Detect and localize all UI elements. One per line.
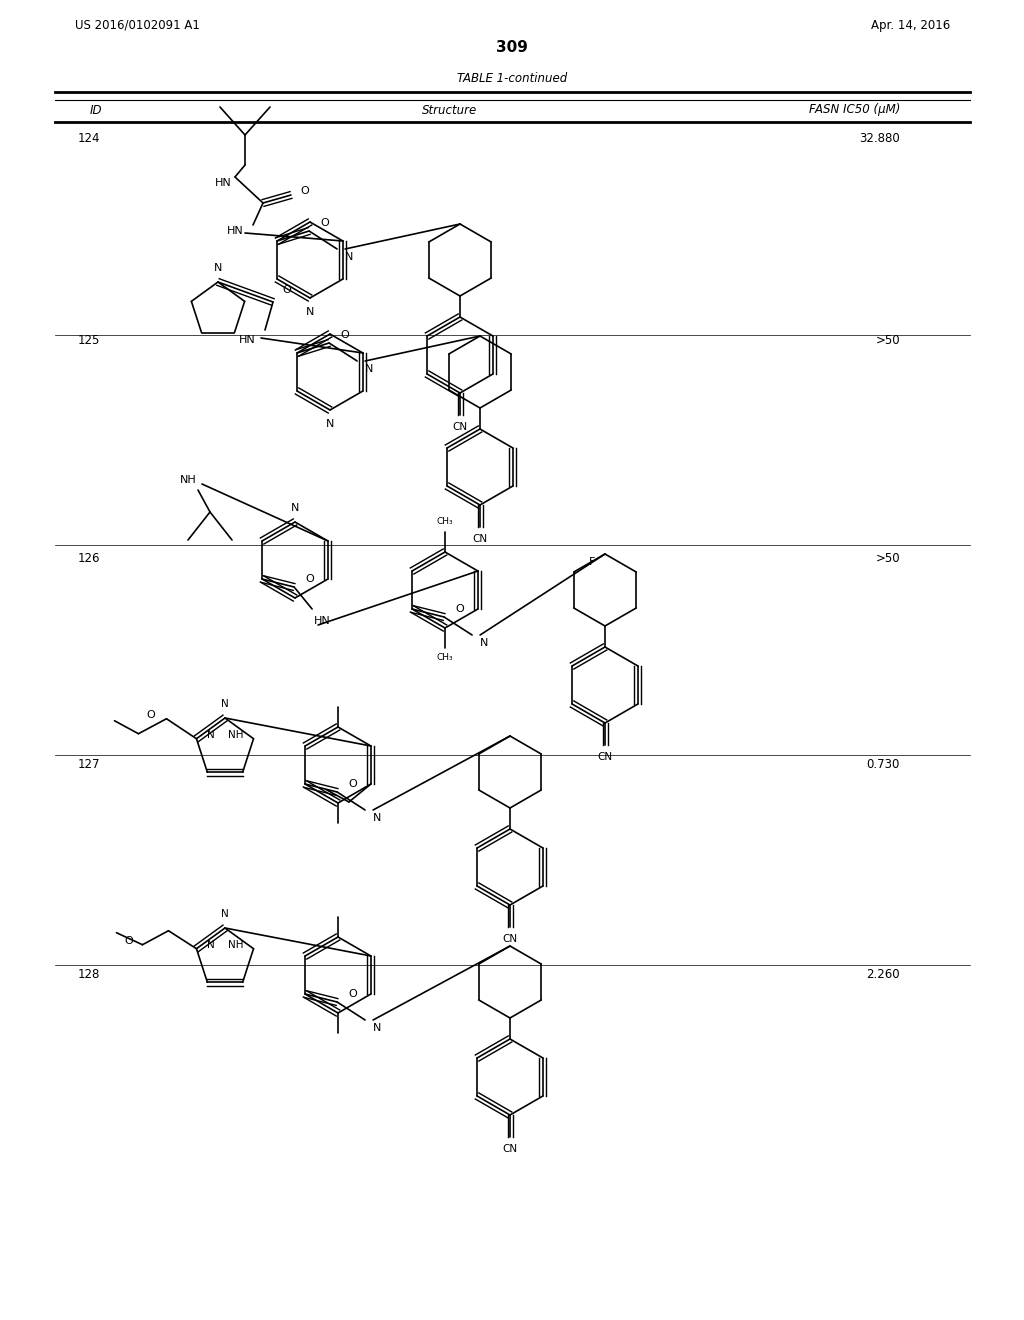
Text: 0.730: 0.730 xyxy=(866,759,900,771)
Text: Structure: Structure xyxy=(422,103,477,116)
Text: N: N xyxy=(207,940,214,949)
Text: O: O xyxy=(349,779,357,789)
Text: HN: HN xyxy=(226,226,244,236)
Text: US 2016/0102091 A1: US 2016/0102091 A1 xyxy=(75,18,200,32)
Text: N: N xyxy=(214,263,222,273)
Text: Apr. 14, 2016: Apr. 14, 2016 xyxy=(870,18,950,32)
Text: 126: 126 xyxy=(78,552,100,565)
Text: CN: CN xyxy=(503,1144,517,1154)
Text: N: N xyxy=(221,700,229,709)
Text: N: N xyxy=(480,638,488,648)
Text: TABLE 1-continued: TABLE 1-continued xyxy=(457,71,567,84)
Text: CH₃: CH₃ xyxy=(436,517,454,527)
Text: NH: NH xyxy=(227,730,244,739)
Text: N: N xyxy=(221,909,229,919)
Text: CN: CN xyxy=(503,935,517,944)
Text: HN: HN xyxy=(313,616,331,626)
Text: HN: HN xyxy=(239,335,255,345)
Text: 309: 309 xyxy=(496,41,528,55)
Text: N: N xyxy=(207,730,214,739)
Text: >50: >50 xyxy=(876,552,900,565)
Text: CN: CN xyxy=(453,422,468,432)
Text: N: N xyxy=(373,1023,381,1034)
Text: 124: 124 xyxy=(78,132,100,144)
Text: N: N xyxy=(291,503,299,513)
Text: O: O xyxy=(301,186,309,195)
Text: 127: 127 xyxy=(78,759,100,771)
Text: CN: CN xyxy=(597,752,612,762)
Text: CH₃: CH₃ xyxy=(436,653,454,663)
Text: ID: ID xyxy=(90,103,102,116)
Text: O: O xyxy=(456,605,465,614)
Text: O: O xyxy=(283,285,292,294)
Text: HN: HN xyxy=(215,178,231,187)
Text: N: N xyxy=(306,308,314,317)
Text: F: F xyxy=(589,557,595,568)
Text: >50: >50 xyxy=(876,334,900,346)
Text: CN: CN xyxy=(472,535,487,544)
Text: NH: NH xyxy=(227,940,244,949)
Text: O: O xyxy=(306,574,314,583)
Text: FASN IC50 (μM): FASN IC50 (μM) xyxy=(809,103,900,116)
Text: O: O xyxy=(321,218,330,228)
Text: O: O xyxy=(146,710,155,719)
Text: NH: NH xyxy=(179,475,197,484)
Text: N: N xyxy=(365,364,374,374)
Text: 128: 128 xyxy=(78,969,100,982)
Text: O: O xyxy=(349,989,357,999)
Text: O: O xyxy=(341,330,349,341)
Text: O: O xyxy=(124,936,133,945)
Text: N: N xyxy=(373,813,381,822)
Text: 32.880: 32.880 xyxy=(859,132,900,144)
Text: 2.260: 2.260 xyxy=(866,969,900,982)
Text: 125: 125 xyxy=(78,334,100,346)
Text: N: N xyxy=(326,418,334,429)
Text: N: N xyxy=(345,252,353,261)
